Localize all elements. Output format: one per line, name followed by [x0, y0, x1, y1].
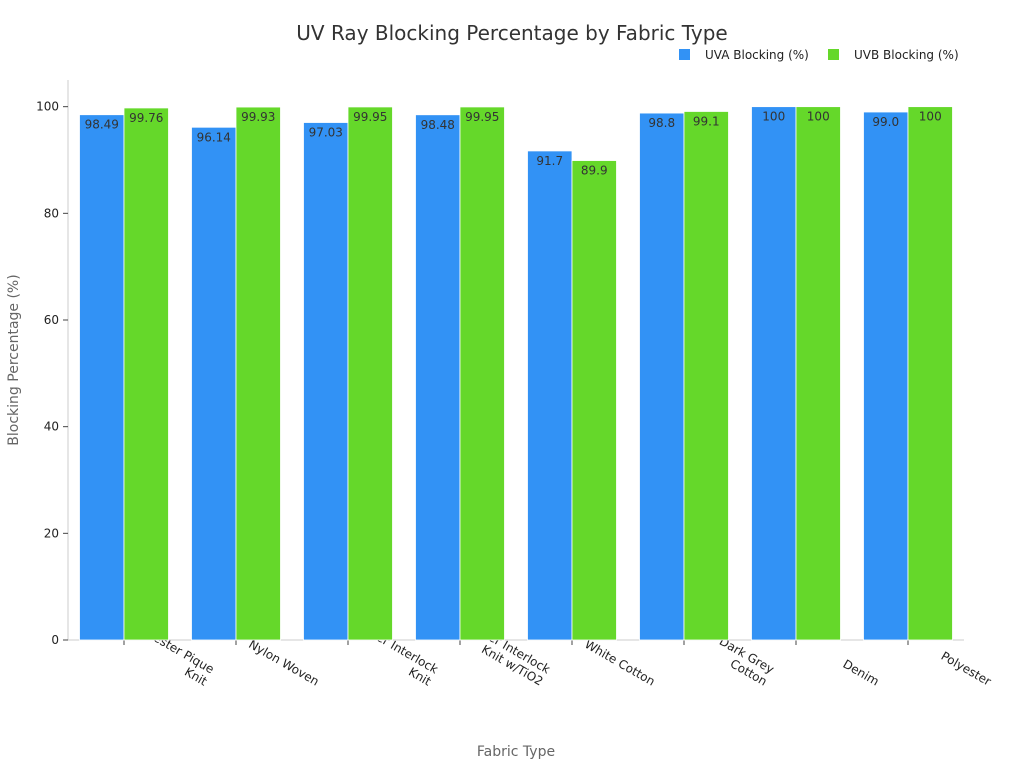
- x-axis-title: Fabric Type: [477, 744, 555, 760]
- x-category-label-line: Denim: [840, 657, 881, 689]
- uvb-data-label: 100: [919, 110, 942, 124]
- uvb-bar: [235, 106, 281, 641]
- uvb-data-label: 89.9: [581, 164, 608, 178]
- y-tick-label: 20: [44, 526, 59, 540]
- y-tick-label: 80: [44, 206, 59, 220]
- uva-data-label: 99.0: [872, 115, 899, 129]
- chart-title: UV Ray Blocking Percentage by Fabric Typ…: [296, 21, 727, 45]
- legend-label-uvb: UVB Blocking (%): [854, 48, 959, 62]
- uvb-bar: [459, 106, 505, 641]
- y-tick-label: 100: [36, 100, 59, 114]
- uva-data-label: 100: [762, 110, 785, 124]
- legend-label-uva: UVA Blocking (%): [705, 48, 809, 62]
- y-tick-label: 60: [44, 313, 59, 327]
- y-axis-title: Blocking Percentage (%): [6, 274, 22, 445]
- uva-bar: [415, 114, 461, 641]
- uva-bar: [303, 122, 349, 641]
- legend-swatch-uvb: [828, 49, 839, 60]
- bar-labels: 98.49 99.76 96.14 99.93 97.03 99.95 98.48 99.95…: [85, 110, 942, 178]
- uva-data-label: 96.14: [197, 130, 231, 144]
- uva-bar: [191, 126, 237, 641]
- uva-data-label: 98.49: [85, 118, 119, 132]
- y-tick-label: 0: [51, 633, 59, 647]
- bars: [79, 106, 953, 641]
- uva-data-label: 91.7: [536, 154, 563, 168]
- x-category-label-line: Polyester: [939, 649, 994, 689]
- uvb-data-label: 100: [807, 110, 830, 124]
- uvb-bar: [571, 160, 617, 641]
- uva-bar: [79, 114, 125, 641]
- uvb-bar: [795, 106, 841, 641]
- x-category-label-line: Nylon Woven: [246, 637, 321, 689]
- uvb-data-label: 99.1: [693, 114, 720, 128]
- uva-bar: [527, 150, 573, 641]
- uva-data-label: 97.03: [309, 126, 343, 140]
- uvb-data-label: 99.76: [129, 111, 163, 125]
- legend-swatch-uva: [679, 49, 690, 60]
- uvb-data-label: 99.95: [465, 110, 499, 124]
- uva-bar: [863, 111, 909, 641]
- x-category-label: Dark GreyCotton: [710, 634, 777, 689]
- uvb-bar: [347, 106, 393, 641]
- uva-bar: [639, 112, 685, 641]
- uva-bar: [751, 106, 797, 641]
- x-category-label: Nylon Woven: [246, 637, 321, 689]
- x-category-label: Polyester: [939, 649, 994, 689]
- uva-data-label: 98.48: [421, 118, 455, 132]
- x-category-label: Denim: [840, 657, 881, 689]
- uvb-bar: [683, 111, 729, 641]
- uvb-bar: [907, 106, 953, 641]
- x-category-label: White Cotton: [582, 637, 657, 689]
- y-tick-label: 40: [44, 420, 59, 434]
- uvb-data-label: 99.95: [353, 110, 387, 124]
- uvb-bar: [123, 107, 169, 641]
- x-category-label-line: White Cotton: [582, 637, 657, 689]
- uva-data-label: 98.8: [648, 116, 675, 130]
- y-axis: 0 20 40 60 80 100: [36, 80, 69, 647]
- uvb-data-label: 99.93: [241, 110, 275, 124]
- legend: UVA Blocking (%) UVB Blocking (%): [679, 48, 959, 62]
